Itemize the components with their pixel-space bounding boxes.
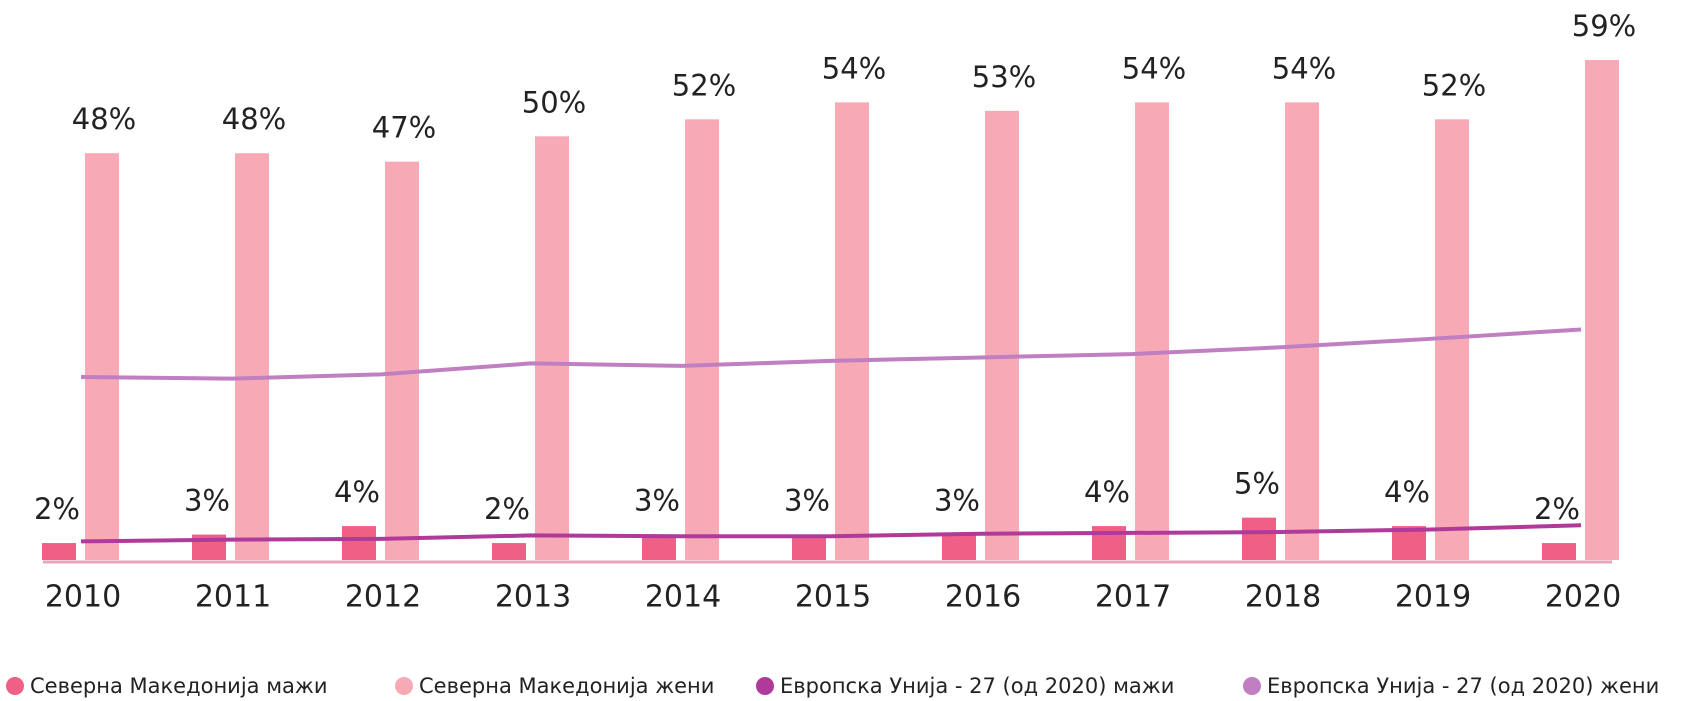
- x-tick-label: 2017: [1095, 580, 1171, 615]
- bar: [235, 153, 269, 560]
- value-label: 52%: [1422, 68, 1486, 102]
- bar: [1285, 102, 1319, 561]
- x-tick-label: 2015: [795, 580, 871, 615]
- bar: [42, 543, 76, 560]
- bar: [1135, 102, 1169, 561]
- line: [80, 327, 1582, 381]
- bar: [942, 534, 976, 560]
- legend-label: Европска Унија - 27 (од 2020) мажи: [780, 674, 1174, 698]
- bar: [985, 110, 1019, 560]
- x-tick-label: 2010: [45, 580, 121, 615]
- line: [80, 523, 1582, 544]
- bar: [642, 534, 676, 560]
- x-tick-label: 2019: [1395, 580, 1471, 615]
- bar: [385, 161, 419, 560]
- x-tick-label: 2016: [945, 580, 1021, 615]
- value-label: 2%: [34, 492, 80, 526]
- value-label: 3%: [184, 484, 230, 518]
- value-label: 54%: [822, 51, 886, 85]
- bar: [85, 153, 119, 560]
- x-tick-label: 2020: [1545, 580, 1621, 615]
- value-label: 50%: [522, 85, 586, 119]
- value-label: 4%: [1384, 475, 1430, 509]
- bar: [342, 526, 376, 560]
- bar: [685, 119, 719, 561]
- bar: [492, 543, 526, 560]
- bar: [792, 534, 826, 560]
- value-label: 48%: [222, 102, 286, 136]
- legend-swatch: [6, 677, 24, 695]
- value-label: 4%: [1084, 475, 1130, 509]
- value-label: 5%: [1234, 467, 1280, 501]
- bar: [1542, 543, 1576, 560]
- value-label: 4%: [334, 475, 380, 509]
- legend-label: Европска Унија - 27 (од 2020) жени: [1267, 674, 1659, 698]
- legend-swatch: [1243, 677, 1261, 695]
- x-tick-label: 2011: [195, 580, 271, 615]
- legend-swatch: [395, 677, 413, 695]
- x-tick-label: 2013: [495, 580, 571, 615]
- value-label: 59%: [1572, 9, 1636, 43]
- value-label: 48%: [72, 102, 136, 136]
- value-label: 2%: [1534, 492, 1580, 526]
- bar: [1242, 517, 1276, 560]
- value-label: 52%: [672, 68, 736, 102]
- x-tick-label: 2014: [645, 580, 721, 615]
- legend-label: Северна Македонија жени: [419, 674, 714, 698]
- value-label: 3%: [784, 484, 830, 518]
- value-label: 3%: [934, 484, 980, 518]
- bar: [1585, 60, 1619, 560]
- legend-label: Северна Македонија мажи: [30, 674, 327, 698]
- value-label: 47%: [372, 111, 436, 145]
- bar: [535, 136, 569, 560]
- value-label: 3%: [634, 484, 680, 518]
- bar: [835, 102, 869, 561]
- value-label: 2%: [484, 492, 530, 526]
- value-label: 54%: [1272, 51, 1336, 85]
- value-label: 54%: [1122, 51, 1186, 85]
- legend-swatch: [756, 677, 774, 695]
- value-label: 53%: [972, 60, 1036, 94]
- x-tick-label: 2012: [345, 580, 421, 615]
- x-tick-label: 2018: [1245, 580, 1321, 615]
